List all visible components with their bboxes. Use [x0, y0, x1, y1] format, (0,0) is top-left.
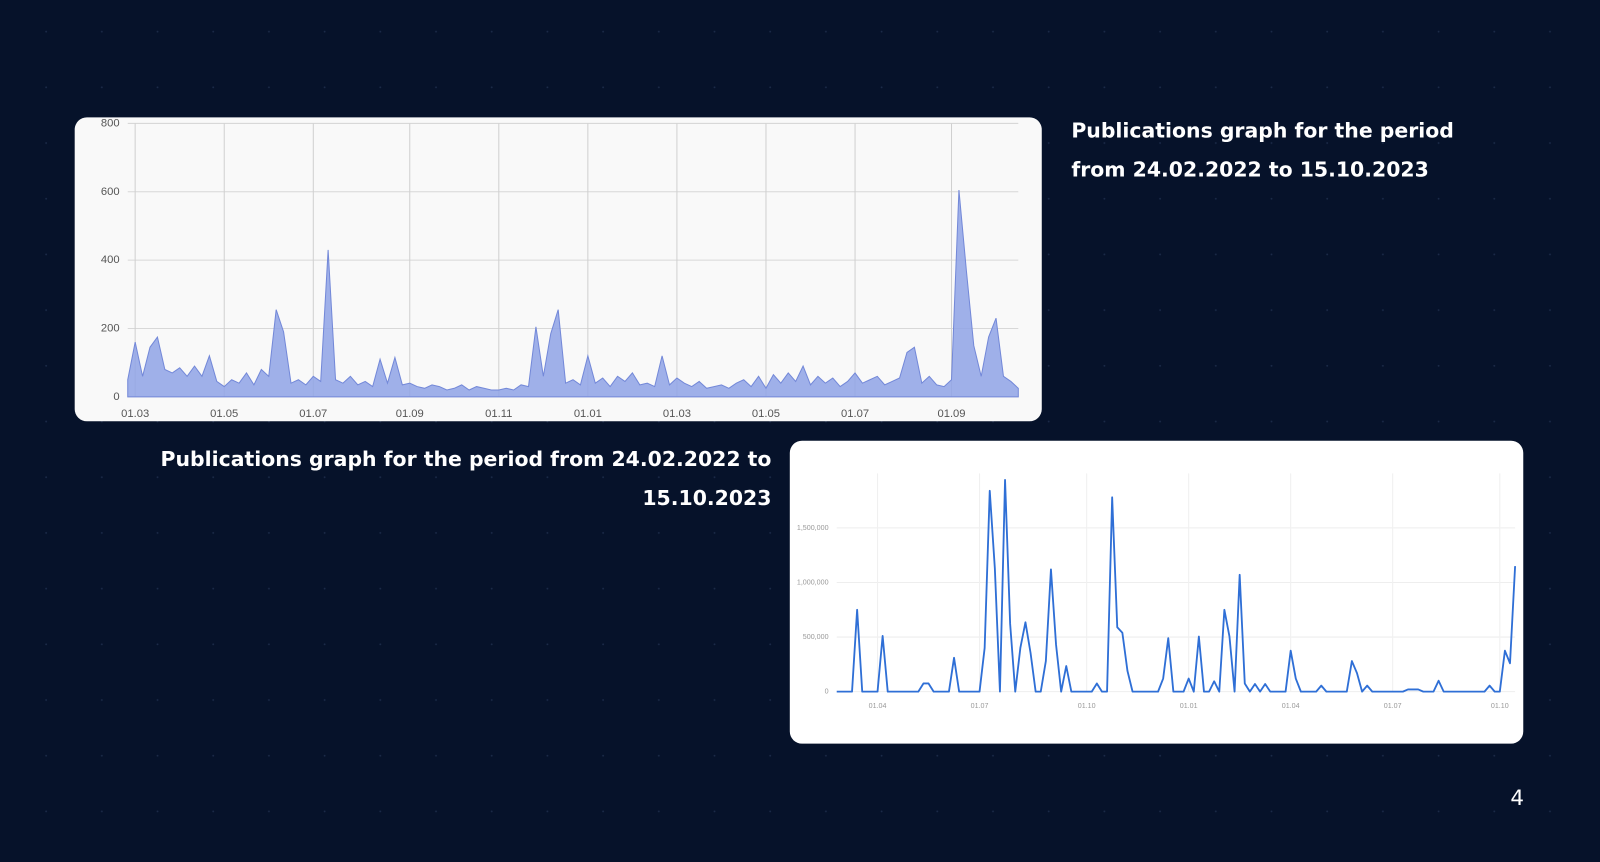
chart-title: Publications graph for the period from 2… [1071, 118, 1454, 182]
title-box: Publications graph for the period from 2… [160, 446, 772, 511]
x-tick-label: 01.05 [752, 408, 780, 420]
x-tick-label: 01.03 [663, 408, 691, 420]
y-tick-label: 400 [101, 254, 120, 266]
x-tick-label: 01.01 [1180, 702, 1198, 710]
x-tick-label: 01.09 [937, 408, 965, 420]
page-number: 4 [1510, 786, 1524, 811]
y-tick-label: 0 [113, 391, 119, 403]
x-tick-label: 01.07 [1384, 702, 1402, 710]
chart-title: Publications graph for the period from 2… [160, 446, 772, 511]
area [127, 190, 1019, 398]
x-tick-label: 01.10 [1078, 702, 1096, 710]
x-tick-label: 01.03 [121, 408, 149, 420]
title-box: Publications graph for the period from 2… [1071, 118, 1454, 182]
y-tick-label: 200 [101, 322, 120, 334]
y-tick-label: 1,000,000 [797, 578, 829, 586]
y-tick-label: 1,500,000 [797, 524, 829, 532]
x-tick-label: 01.10 [1491, 702, 1509, 710]
x-tick-label: 01.07 [971, 702, 989, 710]
x-tick-label: 01.11 [485, 408, 512, 420]
chart-card [74, 117, 1042, 422]
x-tick-label: 01.07 [841, 408, 869, 420]
x-tick-label: 01.04 [869, 702, 887, 710]
x-tick-label: 01.07 [299, 408, 327, 420]
chart-card [789, 440, 1524, 744]
y-tick-label: 800 [101, 117, 120, 129]
x-tick-label: 01.09 [396, 408, 424, 420]
x-tick-label: 01.01 [574, 408, 602, 420]
y-tick-label: 0 [825, 688, 829, 696]
x-tick-label: 01.04 [1282, 702, 1300, 710]
line [836, 478, 1517, 693]
y-tick-label: 600 [101, 186, 120, 198]
y-tick-label: 500,000 [803, 633, 829, 641]
x-tick-label: 01.05 [210, 408, 238, 420]
